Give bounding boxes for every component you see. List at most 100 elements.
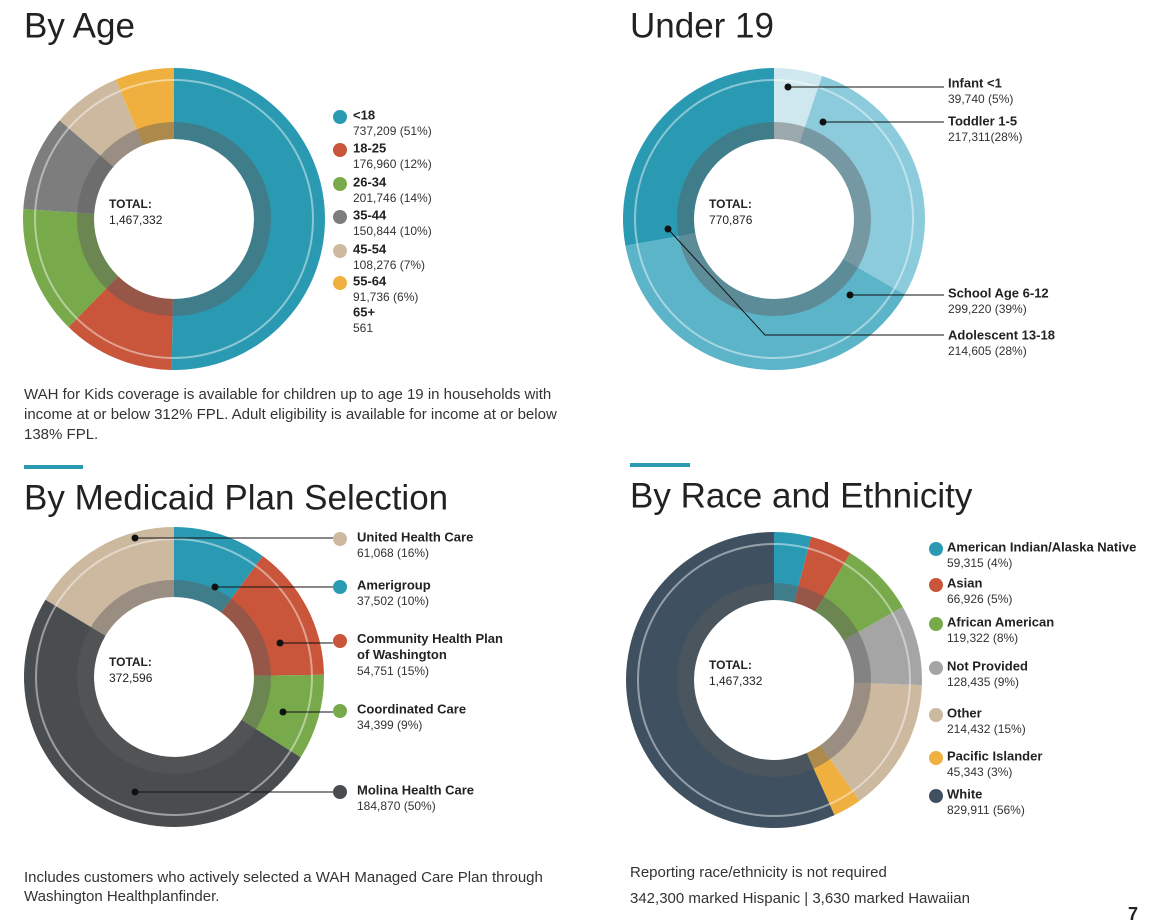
- leader-dot: [664, 225, 672, 233]
- total-value: 1,467,332: [109, 213, 163, 227]
- legend-label: African American: [947, 614, 1054, 629]
- legend-swatch: [333, 276, 347, 290]
- divider: [630, 463, 690, 467]
- donut-slice: [45, 527, 175, 636]
- legend-label: United Health Care: [357, 529, 473, 544]
- donut-slice: [115, 68, 174, 146]
- donut-slice: [241, 674, 324, 758]
- legend-value: 91,736 (6%): [353, 290, 418, 304]
- donut-slice: [221, 556, 324, 676]
- note-text: Includes customers who actively selected…: [24, 869, 543, 905]
- donut-chart: By Medicaid Plan Selection TOTAL: 372,596 U…: [24, 478, 503, 827]
- legend-label: 35-44: [353, 207, 387, 222]
- note-text: WAH for Kids coverage is available for c…: [24, 386, 557, 443]
- legend-value: 119,322 (8%): [947, 631, 1018, 645]
- donut-slice: [171, 67, 326, 370]
- legend-swatch: [929, 542, 943, 556]
- note-text: Reporting race/ethnicity is not required: [630, 864, 887, 881]
- legend-value: 45,343 (3%): [947, 765, 1012, 779]
- donut-slice: [23, 209, 119, 328]
- legend-label: 18-25: [353, 140, 386, 155]
- total-label: TOTAL:: [109, 655, 152, 669]
- total-value: 372,596: [109, 671, 153, 685]
- total-label: TOTAL:: [709, 197, 752, 211]
- legend-value: 176,960 (12%): [353, 157, 432, 171]
- legend-swatch: [333, 143, 347, 157]
- donut-slice: [59, 79, 144, 167]
- legend-swatch: [929, 661, 943, 675]
- donut-chart: By Age TOTAL: 1,467,332 <18 737,209 (51%) 18-…: [23, 6, 432, 370]
- leader-dot: [819, 118, 827, 126]
- legend-swatch: [929, 617, 943, 631]
- legend-value: 201,746 (14%): [353, 191, 432, 205]
- chart-title: By Age: [24, 6, 135, 45]
- ring-highlight: [35, 538, 313, 816]
- donut-slice: [625, 233, 905, 370]
- legend-label: Toddler 1-5: [948, 113, 1017, 128]
- legend-label: Infant <1: [948, 75, 1002, 90]
- legend-swatch: [333, 177, 347, 191]
- legend-label: Amerigroup: [357, 577, 431, 592]
- legend-label: <18: [353, 107, 375, 122]
- legend-swatch: [333, 704, 347, 718]
- legend-swatch: [333, 244, 347, 258]
- legend-label: Pacific Islander: [947, 748, 1042, 763]
- note: Reporting race/ethnicity is not required…: [630, 860, 1130, 912]
- legend-label: 45-54: [353, 241, 387, 256]
- leader-dot: [784, 83, 792, 91]
- legend-value: 39,740 (5%): [948, 92, 1013, 106]
- legend-label: 65+: [353, 304, 375, 319]
- donut-chart: By Race and Ethnicity TOTAL: 1,467,332 Amer…: [626, 476, 1136, 828]
- donut-slice: [23, 120, 114, 214]
- legend-label-line: of Washington: [357, 647, 447, 662]
- leader-dot: [131, 534, 139, 542]
- donut-slice: [843, 606, 923, 686]
- leader-line: [667, 228, 944, 336]
- chart-title: By Race and Ethnicity: [630, 476, 973, 515]
- donut-slice: [626, 532, 835, 828]
- donut-chart: Under 19 TOTAL: 770,876 Infant <1 39,740 (5%…: [623, 6, 1055, 370]
- donut-slice: [815, 553, 903, 641]
- divider: [24, 465, 83, 469]
- legend-value: 299,220 (39%): [948, 302, 1027, 316]
- legend-value: 61,068 (16%): [357, 546, 429, 560]
- legend-label: Coordinated Care: [357, 701, 466, 716]
- legend-label: Other: [947, 705, 982, 720]
- chart-title: Under 19: [630, 6, 774, 45]
- legend-value: 108,276 (7%): [353, 258, 425, 272]
- donut-slice: [799, 75, 925, 295]
- leader-dot: [279, 708, 287, 716]
- ring-highlight: [34, 79, 314, 359]
- legend-value: 184,870 (50%): [357, 799, 436, 813]
- legend-label-line: Community Health Plan: [357, 631, 503, 646]
- legend-value: 561: [353, 321, 373, 335]
- legend-value: 34,399 (9%): [357, 718, 422, 732]
- legend-swatch: [333, 110, 347, 124]
- total-value: 1,467,332: [709, 674, 763, 688]
- legend-value: 59,315 (4%): [947, 556, 1012, 570]
- legend-value: 128,435 (9%): [947, 675, 1019, 689]
- note: Includes customers who actively selected…: [24, 868, 594, 906]
- legend-swatch: [929, 789, 943, 803]
- chart-title: By Medicaid Plan Selection: [24, 478, 448, 517]
- legend-value: 737,209 (51%): [353, 124, 432, 138]
- note: WAH for Kids coverage is available for c…: [24, 385, 569, 445]
- donut-slice: [24, 599, 301, 827]
- legend-value: 54,751 (15%): [357, 664, 429, 678]
- donut-slice: [794, 536, 851, 612]
- donut-slice: [68, 276, 173, 370]
- total-label: TOTAL:: [709, 658, 752, 672]
- legend-label: White: [947, 786, 982, 801]
- donut-slice: [806, 745, 860, 816]
- leader-dot: [131, 788, 139, 796]
- leader-dot: [846, 291, 854, 299]
- legend-value: 37,502 (10%): [357, 594, 429, 608]
- legend-label: Molina Health Care: [357, 782, 474, 797]
- legend-value: 214,605 (28%): [948, 344, 1027, 358]
- donut-slice: [820, 682, 922, 801]
- inner-band: [77, 122, 271, 316]
- legend-swatch: [929, 751, 943, 765]
- inner-band: [77, 580, 271, 774]
- legend-value: 217,311(28%): [948, 130, 1023, 144]
